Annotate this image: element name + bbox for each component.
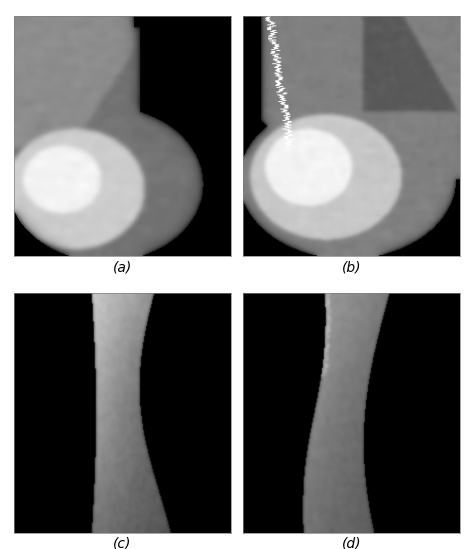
X-axis label: (c): (c) bbox=[113, 537, 132, 549]
X-axis label: (a): (a) bbox=[113, 261, 132, 274]
X-axis label: (d): (d) bbox=[342, 537, 361, 549]
X-axis label: (b): (b) bbox=[342, 261, 361, 274]
